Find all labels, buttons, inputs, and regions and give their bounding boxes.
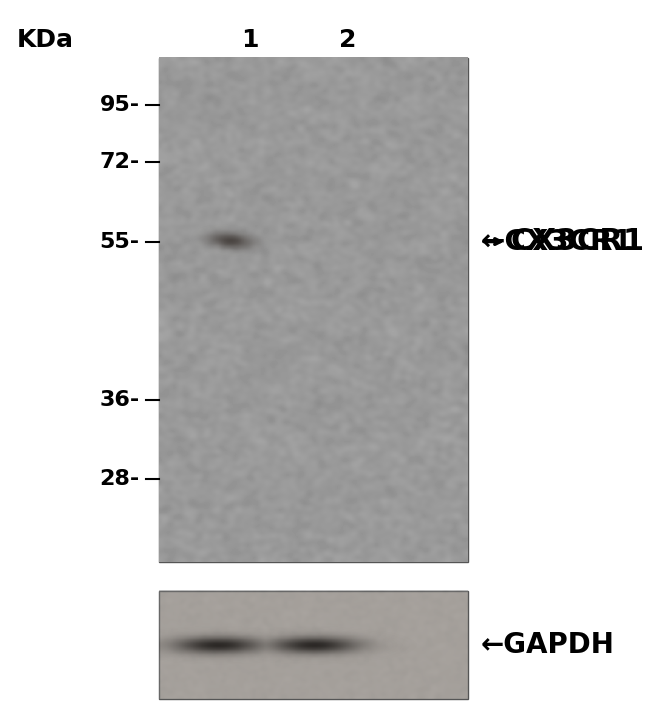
FancyBboxPatch shape [159,58,468,562]
Text: 72-: 72- [99,152,140,172]
Text: 55-: 55- [99,231,140,252]
Text: 28-: 28- [99,469,140,490]
Text: 95-: 95- [99,94,140,115]
Text: ←GAPDH: ←GAPDH [481,632,615,659]
Text: 1: 1 [242,27,259,52]
Text: KDa: KDa [17,27,74,52]
Text: 36-: 36- [99,390,140,410]
Text: 2: 2 [339,27,356,52]
Text: CX3CR1: CX3CR1 [510,227,644,256]
Text: ←CX3CR1: ←CX3CR1 [481,228,634,255]
FancyBboxPatch shape [159,591,468,699]
